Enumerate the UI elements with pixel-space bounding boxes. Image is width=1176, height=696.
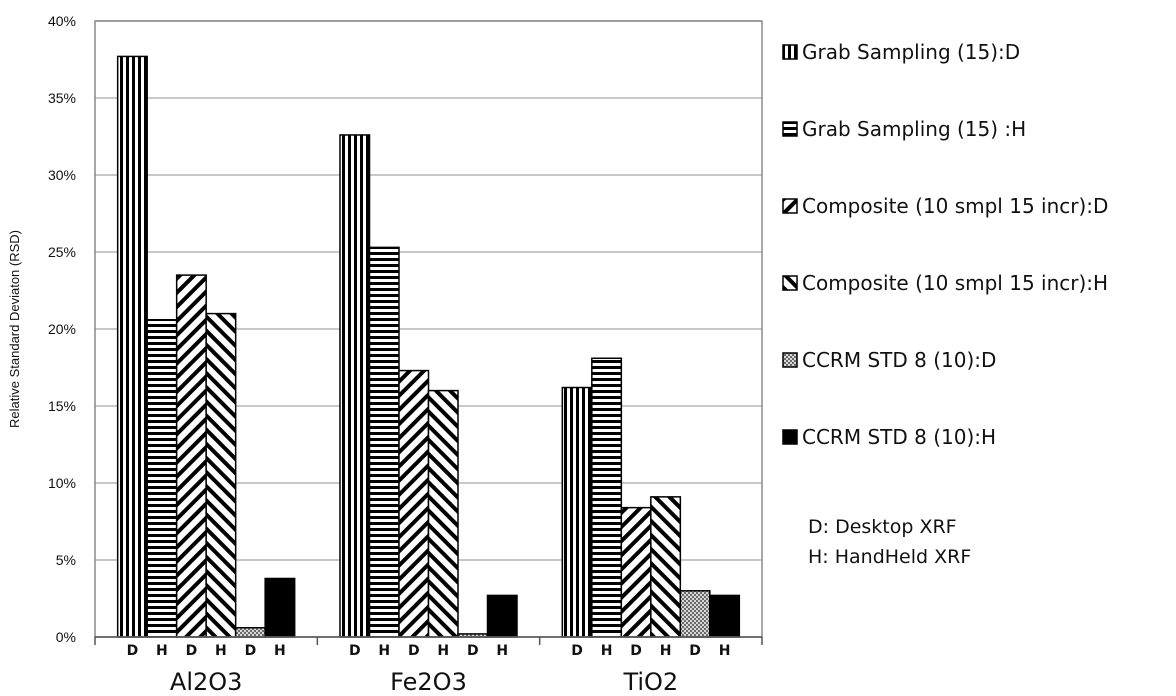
bar-chart: 0% 5% 10% 15% 20% 25% 30% 35% 40% D D D H H H D D D H H H D D D… bbox=[7, 13, 763, 696]
legend-item: Grab Sampling (15):D bbox=[782, 40, 1020, 64]
bar bbox=[486, 594, 518, 638]
sub-tick-label: D bbox=[186, 643, 198, 659]
legend-label: Grab Sampling (15) :H bbox=[802, 117, 1027, 141]
bar bbox=[679, 590, 711, 638]
annotation-handheld: H: HandHeld XRF bbox=[808, 546, 972, 568]
bar bbox=[339, 134, 371, 638]
bar bbox=[205, 312, 237, 638]
legend-label: Composite (10 smpl 15 incr):H bbox=[802, 271, 1109, 295]
bar bbox=[146, 319, 178, 638]
legend-swatch bbox=[782, 275, 798, 291]
sub-tick-label: D bbox=[127, 643, 139, 659]
bar bbox=[620, 506, 652, 638]
bars bbox=[116, 55, 741, 638]
category-label: TiO2 bbox=[622, 668, 678, 696]
sub-tick-label: H bbox=[601, 643, 613, 659]
bar bbox=[650, 496, 682, 638]
legend-label: CCRM STD 8 (10):D bbox=[802, 348, 997, 372]
legend-label: CCRM STD 8 (10):H bbox=[802, 425, 997, 449]
sub-tick-label: H bbox=[437, 643, 449, 659]
legend-item: Composite (10 smpl 15 incr):D bbox=[782, 194, 1108, 218]
sub-tick-label: H bbox=[274, 643, 286, 659]
bar bbox=[264, 577, 296, 638]
bar bbox=[427, 389, 459, 638]
sub-tick-label: D bbox=[689, 643, 701, 659]
legend-label: Grab Sampling (15):D bbox=[802, 40, 1021, 64]
bar bbox=[591, 357, 623, 638]
legend-item: CCRM STD 8 (10):H bbox=[782, 425, 996, 449]
legend-swatch bbox=[782, 121, 798, 137]
legend-swatch bbox=[782, 352, 798, 368]
y-tick-label: 5% bbox=[56, 552, 76, 568]
y-tick-label: 35% bbox=[48, 90, 76, 106]
axis-labels: 0% 5% 10% 15% 20% 25% 30% 35% 40% D D D H H H D D D H H H D D D… bbox=[7, 13, 730, 696]
category-label: Fe2O3 bbox=[390, 668, 467, 696]
bar bbox=[398, 369, 430, 638]
sub-tick-label: H bbox=[719, 643, 731, 659]
sub-tick-label: D bbox=[571, 643, 583, 659]
sub-tick-label: D bbox=[467, 643, 479, 659]
bar bbox=[368, 246, 400, 638]
y-tick-label: 20% bbox=[48, 321, 76, 337]
sub-tick-label: H bbox=[660, 643, 672, 659]
y-tick-label: 15% bbox=[48, 398, 76, 414]
annotation-desktop: D: Desktop XRF bbox=[808, 516, 957, 538]
legend-swatch bbox=[782, 429, 798, 445]
sub-tick-label: D bbox=[245, 643, 257, 659]
sub-tick-label: D bbox=[349, 643, 361, 659]
axes bbox=[94, 20, 763, 645]
bar bbox=[561, 386, 593, 638]
sub-tick-label: H bbox=[215, 643, 227, 659]
y-tick-label: 10% bbox=[48, 475, 76, 491]
sub-tick-label: D bbox=[408, 643, 420, 659]
legend-item: Grab Sampling (15) :H bbox=[782, 117, 1026, 141]
sub-tick-label: D bbox=[630, 643, 642, 659]
sub-tick-label: H bbox=[378, 643, 390, 659]
y-tick-label: 40% bbox=[48, 13, 76, 29]
sub-tick-label: H bbox=[496, 643, 508, 659]
bar bbox=[116, 55, 148, 638]
legend-swatch bbox=[782, 44, 798, 60]
y-tick-label: 25% bbox=[48, 244, 76, 260]
bar bbox=[709, 594, 741, 638]
legend-item: CCRM STD 8 (10):D bbox=[782, 348, 996, 372]
bar bbox=[175, 274, 207, 638]
y-axis-label: Relative Standard Deviaton (RSD) bbox=[7, 230, 22, 428]
legend-swatch bbox=[782, 198, 798, 214]
category-label: Al2O3 bbox=[170, 668, 243, 696]
sub-tick-label: H bbox=[156, 643, 168, 659]
y-tick-label: 30% bbox=[48, 167, 76, 183]
legend-label: Composite (10 smpl 15 incr):D bbox=[802, 194, 1109, 218]
legend-item: Composite (10 smpl 15 incr):H bbox=[782, 271, 1108, 295]
annotations: D: Desktop XRF H: HandHeld XRF bbox=[808, 512, 971, 572]
bar bbox=[234, 627, 266, 638]
y-tick-label: 0% bbox=[56, 629, 76, 645]
